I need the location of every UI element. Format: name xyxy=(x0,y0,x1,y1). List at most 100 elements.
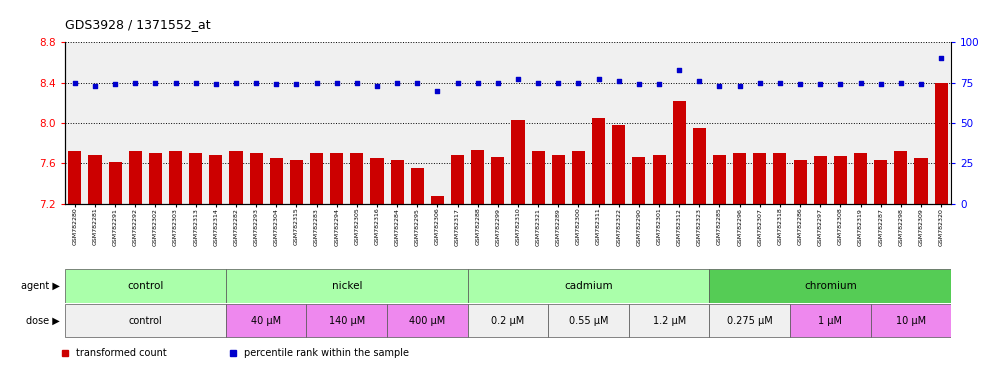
Point xyxy=(792,81,808,87)
Point xyxy=(389,79,405,86)
Bar xyxy=(169,151,182,204)
Bar xyxy=(834,156,847,204)
Point xyxy=(691,78,707,84)
Bar xyxy=(468,270,709,303)
Bar xyxy=(69,151,82,204)
Bar xyxy=(934,83,947,204)
Bar xyxy=(189,153,202,204)
Bar xyxy=(229,151,243,204)
Bar xyxy=(65,304,226,337)
Point xyxy=(67,79,83,86)
Bar xyxy=(733,153,746,204)
Bar xyxy=(672,101,686,204)
Point xyxy=(147,79,163,86)
Text: chromium: chromium xyxy=(804,281,857,291)
Point xyxy=(711,83,727,89)
Text: 1.2 μM: 1.2 μM xyxy=(652,316,686,326)
Bar xyxy=(548,304,628,337)
Bar xyxy=(290,160,303,204)
Bar xyxy=(310,153,323,204)
Point xyxy=(187,79,203,86)
Point xyxy=(370,83,385,89)
Text: cadmium: cadmium xyxy=(564,281,613,291)
Text: control: control xyxy=(128,316,162,326)
Text: 400 μM: 400 μM xyxy=(409,316,445,326)
Point xyxy=(349,79,365,86)
Point xyxy=(571,79,587,86)
Point xyxy=(853,79,869,86)
Point xyxy=(429,88,445,94)
Bar xyxy=(632,157,645,204)
Bar xyxy=(387,304,468,337)
Bar xyxy=(410,168,424,204)
Bar xyxy=(790,304,871,337)
Bar xyxy=(451,155,464,204)
Bar xyxy=(431,197,444,204)
Point xyxy=(248,79,264,86)
Point xyxy=(208,81,224,87)
Text: control: control xyxy=(127,281,163,291)
Text: 40 μM: 40 μM xyxy=(251,316,281,326)
Bar xyxy=(854,153,868,204)
Bar xyxy=(209,155,222,204)
Bar xyxy=(468,304,548,337)
Bar xyxy=(894,151,907,204)
Point xyxy=(510,76,526,83)
Point xyxy=(490,79,506,86)
Bar xyxy=(471,150,484,204)
Bar xyxy=(512,120,525,204)
Bar xyxy=(330,153,344,204)
Point xyxy=(892,79,908,86)
Bar xyxy=(351,153,364,204)
Bar xyxy=(250,153,263,204)
Bar xyxy=(371,158,383,204)
Bar xyxy=(572,151,585,204)
Bar xyxy=(65,270,226,303)
Text: GDS3928 / 1371552_at: GDS3928 / 1371552_at xyxy=(65,18,210,31)
Point xyxy=(87,83,103,89)
Point xyxy=(409,79,425,86)
Point xyxy=(449,79,465,86)
Point xyxy=(933,55,949,61)
Point xyxy=(611,78,626,84)
Point xyxy=(591,76,607,83)
Point xyxy=(913,81,929,87)
Bar xyxy=(532,151,545,204)
Bar xyxy=(226,304,307,337)
Bar xyxy=(628,304,709,337)
Point xyxy=(268,81,284,87)
Bar xyxy=(89,155,102,204)
Point xyxy=(772,79,788,86)
Bar xyxy=(753,153,766,204)
Bar xyxy=(713,155,726,204)
Bar xyxy=(693,128,706,204)
Bar xyxy=(148,153,162,204)
Point xyxy=(872,81,888,87)
Text: 140 μM: 140 μM xyxy=(329,316,365,326)
Bar xyxy=(109,162,122,204)
Point xyxy=(530,79,546,86)
Text: transformed count: transformed count xyxy=(76,348,166,358)
Bar xyxy=(709,270,951,303)
Point xyxy=(833,81,849,87)
Bar xyxy=(128,151,141,204)
Bar xyxy=(914,158,927,204)
Point xyxy=(289,81,305,87)
Point xyxy=(551,79,567,86)
Text: 0.2 μM: 0.2 μM xyxy=(491,316,525,326)
Point xyxy=(167,79,183,86)
Text: 0.275 μM: 0.275 μM xyxy=(727,316,773,326)
Bar xyxy=(871,304,951,337)
Point xyxy=(732,83,748,89)
Text: dose ▶: dose ▶ xyxy=(26,316,60,326)
Point xyxy=(470,79,486,86)
Text: 1 μM: 1 μM xyxy=(819,316,843,326)
Point xyxy=(329,79,345,86)
Point xyxy=(813,81,829,87)
Bar xyxy=(773,153,787,204)
Bar xyxy=(794,160,807,204)
Point xyxy=(651,81,667,87)
Bar xyxy=(270,158,283,204)
Bar xyxy=(613,125,625,204)
Bar xyxy=(226,270,468,303)
